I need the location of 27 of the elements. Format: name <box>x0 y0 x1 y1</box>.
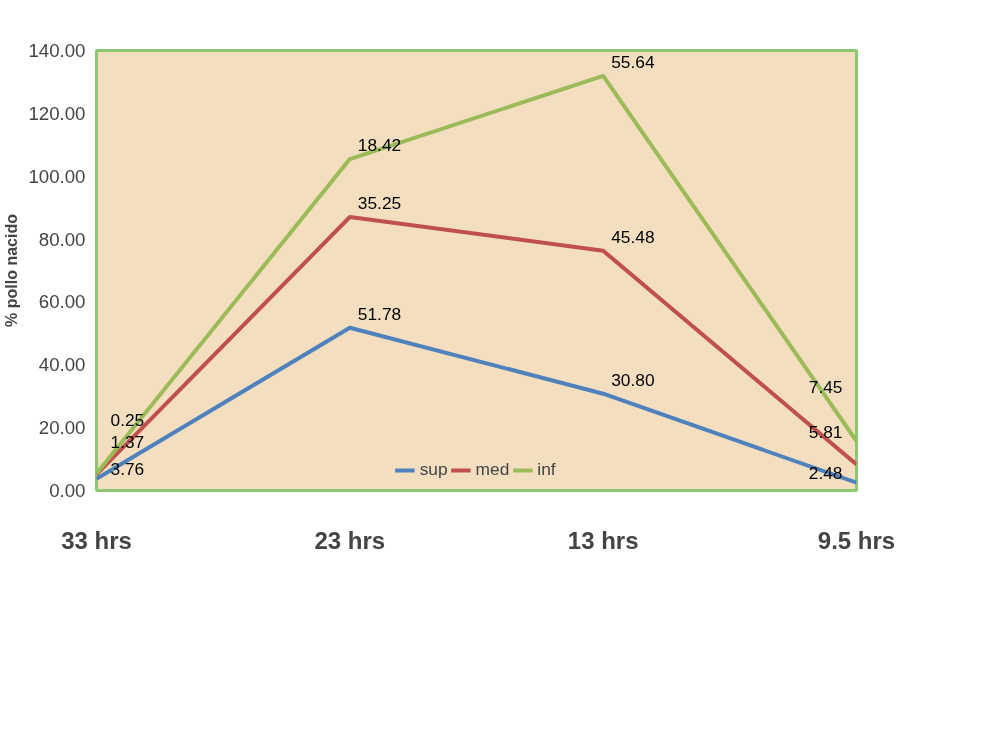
line-series <box>96 325 857 485</box>
y-tick-label: 80.00 <box>38 228 86 250</box>
annotation: 55.64 <box>611 51 655 72</box>
y-tick-label: 100.00 <box>28 165 86 187</box>
annotation: 35.25 <box>357 192 402 213</box>
line-series <box>96 214 857 477</box>
x-tick-label: 13 hrs <box>567 526 639 554</box>
annotation: 18.42 <box>357 135 402 156</box>
annotation: 0.25 <box>110 409 145 430</box>
legend-label: med <box>475 459 510 480</box>
y-axis-title: % pollo nacido <box>3 213 21 327</box>
x-tick-label: 9.5 hrs <box>817 526 896 554</box>
annotation: 30.80 <box>611 369 655 390</box>
legend-label: sup <box>419 459 448 480</box>
y-tick-label: 40.00 <box>38 354 86 376</box>
y-tick-label: 120.00 <box>28 102 86 124</box>
y-tick-label: 20.00 <box>38 417 86 439</box>
y-tick-label: 60.00 <box>38 291 86 313</box>
legend-label: inf <box>537 459 557 480</box>
annotation: 3.76 <box>110 458 145 479</box>
annotation: 45.48 <box>611 226 655 247</box>
annotation: 51.78 <box>357 303 402 324</box>
annotation: 7.45 <box>808 377 843 398</box>
x-tick-label: 33 hrs <box>61 526 132 554</box>
y-tick-label: 0.00 <box>49 480 86 501</box>
x-tick-label: 23 hrs <box>314 526 386 554</box>
y-tick-label: 140.00 <box>28 40 86 61</box>
